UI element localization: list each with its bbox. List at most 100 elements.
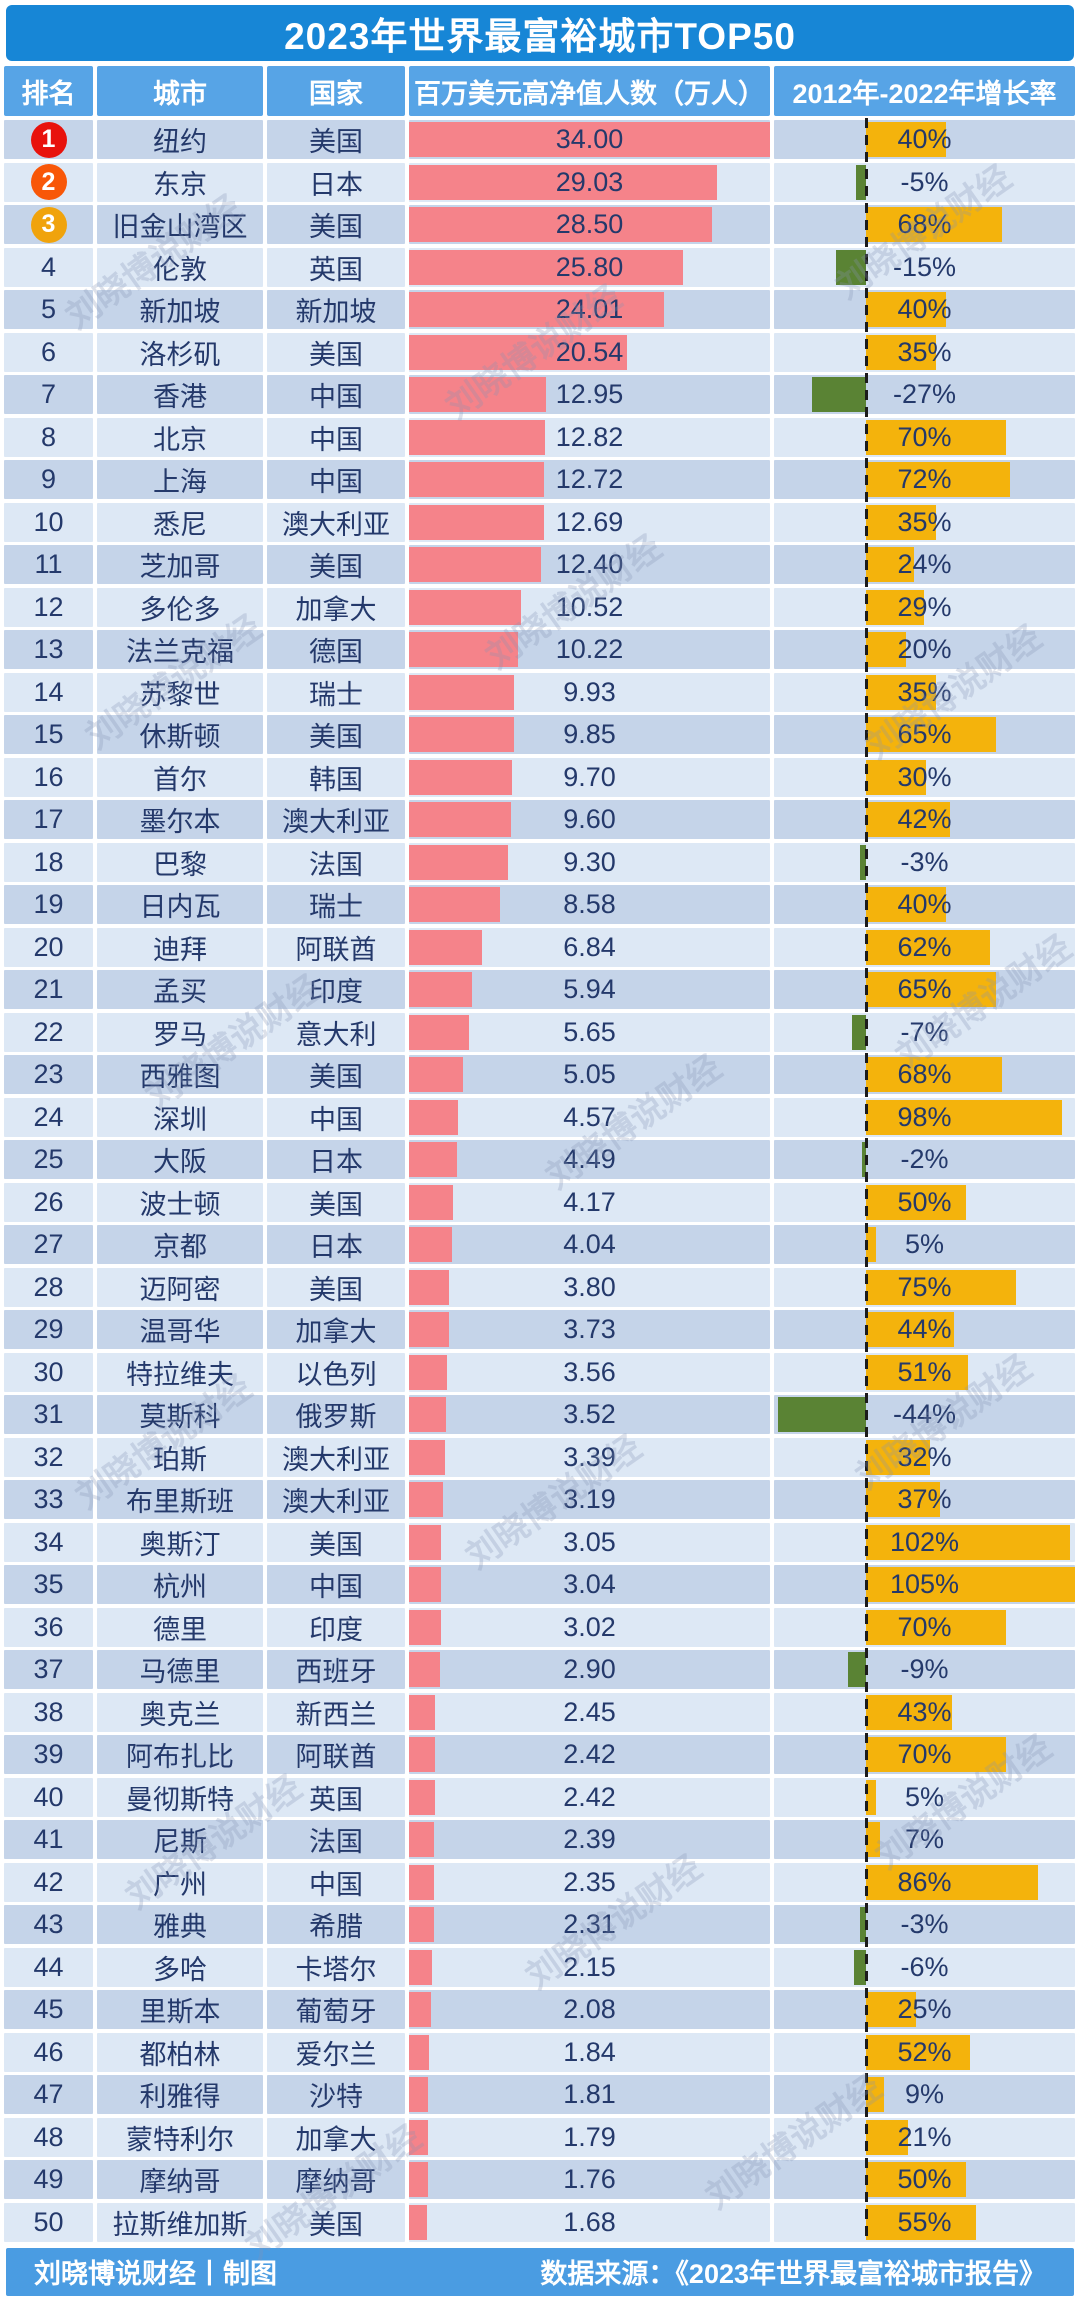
- hnwi-value: 9.70: [563, 761, 616, 792]
- hnwi-value: 9.93: [563, 676, 616, 707]
- country-cell: 中国: [267, 417, 405, 457]
- country-cell: 瑞士: [267, 885, 405, 924]
- country-cell: 意大利: [267, 1012, 405, 1052]
- country-cell: 瑞士: [267, 672, 405, 712]
- rank-badge: 1: [30, 121, 67, 158]
- growth-bar: [848, 1652, 866, 1687]
- hnwi-bar: [409, 377, 547, 412]
- growth-bar-cell: 30%: [774, 757, 1075, 797]
- growth-bar: [862, 1142, 866, 1177]
- col-header-growth: 2012年-2022年增长率: [774, 66, 1075, 116]
- hnwi-bar-cell: 5.94: [409, 970, 770, 1009]
- rank-cell: 8: [4, 417, 93, 457]
- growth-bar-cell: 40%: [774, 120, 1075, 159]
- table-row: 46 都柏林 爱尔兰 1.84 52%: [0, 2032, 1080, 2072]
- city-cell: 法兰克福: [97, 630, 263, 669]
- country-cell: 美国: [267, 205, 405, 244]
- hnwi-bar-cell: 12.95: [409, 375, 770, 414]
- growth-bar-cell: 72%: [774, 460, 1075, 499]
- country-cell: 摩纳哥: [267, 2160, 405, 2199]
- city-cell: 西雅图: [97, 1055, 263, 1094]
- rank-cell: 33: [4, 1480, 93, 1519]
- hnwi-value: 4.57: [563, 1101, 616, 1132]
- table-rows: 1 纽约 美国 34.00 40% 2 东京 日本 29.03 -5% 3 旧金…: [0, 118, 1080, 2243]
- growth-value: -3%: [900, 1909, 949, 1939]
- country-cell: 希腊: [267, 1905, 405, 1944]
- hnwi-value: 34.00: [555, 124, 624, 154]
- growth-bar-cell: 65%: [774, 715, 1075, 754]
- growth-bar-cell: 42%: [774, 800, 1075, 839]
- hnwi-bar-cell: 3.04: [409, 1565, 770, 1604]
- hnwi-bar: [409, 1184, 454, 1220]
- hnwi-bar-cell: 10.52: [409, 587, 770, 627]
- growth-bar: [866, 504, 936, 540]
- hnwi-bar-cell: 4.57: [409, 1097, 770, 1137]
- city-cell: 多伦多: [97, 587, 263, 627]
- hnwi-bar: [409, 887, 501, 922]
- hnwi-bar-cell: 3.05: [409, 1522, 770, 1562]
- growth-value: -27%: [892, 379, 957, 409]
- rank-cell: 16: [4, 757, 93, 797]
- city-cell: 尼斯: [97, 1820, 263, 1859]
- hnwi-bar-cell: 1.76: [409, 2160, 770, 2199]
- rank-cell: 44: [4, 1947, 93, 1987]
- country-cell: 澳大利亚: [267, 502, 405, 542]
- rank-badge: 2: [30, 164, 67, 200]
- hnwi-bar: [409, 1609, 442, 1645]
- table-row: 2 东京 日本 29.03 -5%: [0, 162, 1080, 202]
- city-cell: 奥斯汀: [97, 1522, 263, 1562]
- growth-bar-cell: -2%: [774, 1140, 1075, 1179]
- city-cell: 拉斯维加斯: [97, 2202, 263, 2242]
- growth-bar: [866, 1354, 968, 1390]
- city-cell: 杭州: [97, 1565, 263, 1604]
- hnwi-bar: [409, 972, 473, 1007]
- growth-bar: [866, 462, 1010, 497]
- growth-bar-cell: -7%: [774, 1012, 1075, 1052]
- city-cell: 迪拜: [97, 927, 263, 967]
- growth-value: 5%: [904, 1229, 945, 1259]
- country-cell: 英国: [267, 247, 405, 287]
- table-row: 44 多哈 卡塔尔 2.15 -6%: [0, 1947, 1080, 1987]
- table-row: 35 杭州 中国 3.04 105%: [0, 1565, 1080, 1604]
- table-row: 3 旧金山湾区 美国 28.50 68%: [0, 205, 1080, 244]
- growth-bar: [866, 1694, 952, 1730]
- growth-bar: [866, 1609, 1006, 1645]
- country-cell: 日本: [267, 162, 405, 202]
- city-cell: 特拉维夫: [97, 1352, 263, 1392]
- city-cell: 布里斯班: [97, 1480, 263, 1519]
- growth-bar: [866, 1184, 966, 1220]
- growth-bar-cell: -3%: [774, 842, 1075, 882]
- table-row: 11 芝加哥 美国 12.40 24%: [0, 545, 1080, 584]
- country-cell: 中国: [267, 1565, 405, 1604]
- hnwi-bar: [409, 1652, 440, 1687]
- growth-bar-cell: 37%: [774, 1480, 1075, 1519]
- table-row: 29 温哥华 加拿大 3.73 44%: [0, 1310, 1080, 1349]
- hnwi-bar-cell: 1.68: [409, 2202, 770, 2242]
- table-row: 10 悉尼 澳大利亚 12.69 35%: [0, 502, 1080, 542]
- hnwi-bar: [409, 1312, 449, 1347]
- growth-bar: [866, 2034, 970, 2070]
- country-cell: 加拿大: [267, 587, 405, 627]
- country-cell: 卡塔尔: [267, 1947, 405, 1987]
- growth-bar: [866, 1057, 1002, 1092]
- city-cell: 莫斯科: [97, 1395, 263, 1434]
- city-cell: 大阪: [97, 1140, 263, 1179]
- city-cell: 里斯本: [97, 1990, 263, 2029]
- rank-cell: 10: [4, 502, 93, 542]
- growth-bar-cell: 52%: [774, 2032, 1075, 2072]
- hnwi-bar: [409, 1779, 435, 1815]
- country-cell: 加拿大: [267, 1310, 405, 1349]
- hnwi-bar: [409, 1567, 442, 1602]
- hnwi-value: 29.03: [555, 166, 624, 197]
- rank-cell: 27: [4, 1225, 93, 1264]
- rank-cell: 24: [4, 1097, 93, 1137]
- growth-bar: [866, 2077, 884, 2112]
- hnwi-value: 9.30: [563, 846, 616, 877]
- city-cell: 巴黎: [97, 842, 263, 882]
- hnwi-bar: [409, 1694, 435, 1730]
- city-cell: 深圳: [97, 1097, 263, 1137]
- table-row: 43 雅典 希腊 2.31 -3%: [0, 1905, 1080, 1944]
- growth-bar: [854, 1949, 866, 1985]
- hnwi-value: 3.56: [563, 1356, 616, 1387]
- table-row: 36 德里 印度 3.02 70%: [0, 1607, 1080, 1647]
